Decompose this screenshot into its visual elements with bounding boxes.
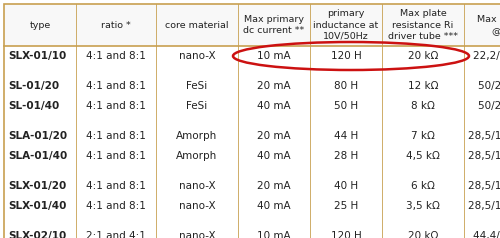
Text: core material: core material	[165, 20, 229, 30]
Text: 4:1 and 8:1: 4:1 and 8:1	[86, 51, 146, 61]
Text: Max primary
dc current **: Max primary dc current **	[244, 15, 304, 35]
Bar	[4, 4, 500, 46]
Text: 4:1 and 8:1: 4:1 and 8:1	[86, 131, 146, 141]
Text: 44 H: 44 H	[334, 131, 358, 141]
Text: 20 mA: 20 mA	[257, 81, 291, 91]
Text: 80 H: 80 H	[334, 81, 358, 91]
Text: 50 H: 50 H	[334, 101, 358, 111]
Text: ratio *: ratio *	[101, 20, 131, 30]
Text: 4:1 and 8:1: 4:1 and 8:1	[86, 101, 146, 111]
Text: 4:1 and 8:1: 4:1 and 8:1	[86, 181, 146, 191]
Text: 40 mA: 40 mA	[257, 151, 291, 161]
Text: 7 kΩ: 7 kΩ	[411, 131, 435, 141]
Text: 4:1 and 8:1: 4:1 and 8:1	[86, 201, 146, 211]
Text: SLX-02/10: SLX-02/10	[8, 231, 66, 238]
Text: 28,5/14,2V rms: 28,5/14,2V rms	[468, 181, 500, 191]
Text: FeSi: FeSi	[186, 101, 208, 111]
Text: 50/25V rms: 50/25V rms	[478, 101, 500, 111]
Text: 10 mA: 10 mA	[257, 231, 291, 238]
Text: 3,5 kΩ: 3,5 kΩ	[406, 201, 440, 211]
Text: 20 mA: 20 mA	[257, 181, 291, 191]
Text: 12 kΩ: 12 kΩ	[408, 81, 438, 91]
Text: SLA-01/20: SLA-01/20	[8, 131, 67, 141]
Text: FeSi: FeSi	[186, 81, 208, 91]
Text: 6 kΩ: 6 kΩ	[411, 181, 435, 191]
Text: nano-X: nano-X	[178, 51, 216, 61]
Text: 8 kΩ: 8 kΩ	[411, 101, 435, 111]
Text: 20 kΩ: 20 kΩ	[408, 231, 438, 238]
Text: 40 mA: 40 mA	[257, 201, 291, 211]
Text: SLX-01/20: SLX-01/20	[8, 181, 66, 191]
Text: Max OP level
@25Hz: Max OP level @25Hz	[478, 15, 500, 35]
Text: SL-01/20: SL-01/20	[8, 81, 59, 91]
Text: 28,5/14,2V rms: 28,5/14,2V rms	[468, 151, 500, 161]
Text: SLX-01/40: SLX-01/40	[8, 201, 66, 211]
Text: 120 H: 120 H	[330, 231, 362, 238]
Text: 22,2/11V rms: 22,2/11V rms	[473, 51, 500, 61]
Text: nano-X: nano-X	[178, 201, 216, 211]
Text: 40 mA: 40 mA	[257, 101, 291, 111]
Text: SLA-01/40: SLA-01/40	[8, 151, 67, 161]
Text: 50/25V rms: 50/25V rms	[478, 81, 500, 91]
Text: 28,5/14,2V rms: 28,5/14,2V rms	[468, 131, 500, 141]
Text: 25 H: 25 H	[334, 201, 358, 211]
Text: Max plate
resistance Ri
driver tube ***: Max plate resistance Ri driver tube ***	[388, 9, 458, 41]
Text: 4:1 and 8:1: 4:1 and 8:1	[86, 81, 146, 91]
Text: 4:1 and 8:1: 4:1 and 8:1	[86, 151, 146, 161]
Text: SL-01/40: SL-01/40	[8, 101, 60, 111]
Text: 28 H: 28 H	[334, 151, 358, 161]
Text: nano-X: nano-X	[178, 181, 216, 191]
Text: 120 H: 120 H	[330, 51, 362, 61]
Text: 44,4/22V rms: 44,4/22V rms	[473, 231, 500, 238]
Text: 28,5/14,2V rms: 28,5/14,2V rms	[468, 201, 500, 211]
Text: 40 H: 40 H	[334, 181, 358, 191]
Text: 10 mA: 10 mA	[257, 51, 291, 61]
Text: 20 kΩ: 20 kΩ	[408, 51, 438, 61]
Text: type: type	[30, 20, 50, 30]
Text: SLX-01/10: SLX-01/10	[8, 51, 66, 61]
Text: nano-X: nano-X	[178, 231, 216, 238]
Text: 2:1 and 4:1: 2:1 and 4:1	[86, 231, 146, 238]
Text: 20 mA: 20 mA	[257, 131, 291, 141]
Text: 4,5 kΩ: 4,5 kΩ	[406, 151, 440, 161]
Text: Amorph: Amorph	[176, 131, 218, 141]
Text: Amorph: Amorph	[176, 151, 218, 161]
Text: primary
inductance at
10V/50Hz: primary inductance at 10V/50Hz	[314, 9, 378, 41]
